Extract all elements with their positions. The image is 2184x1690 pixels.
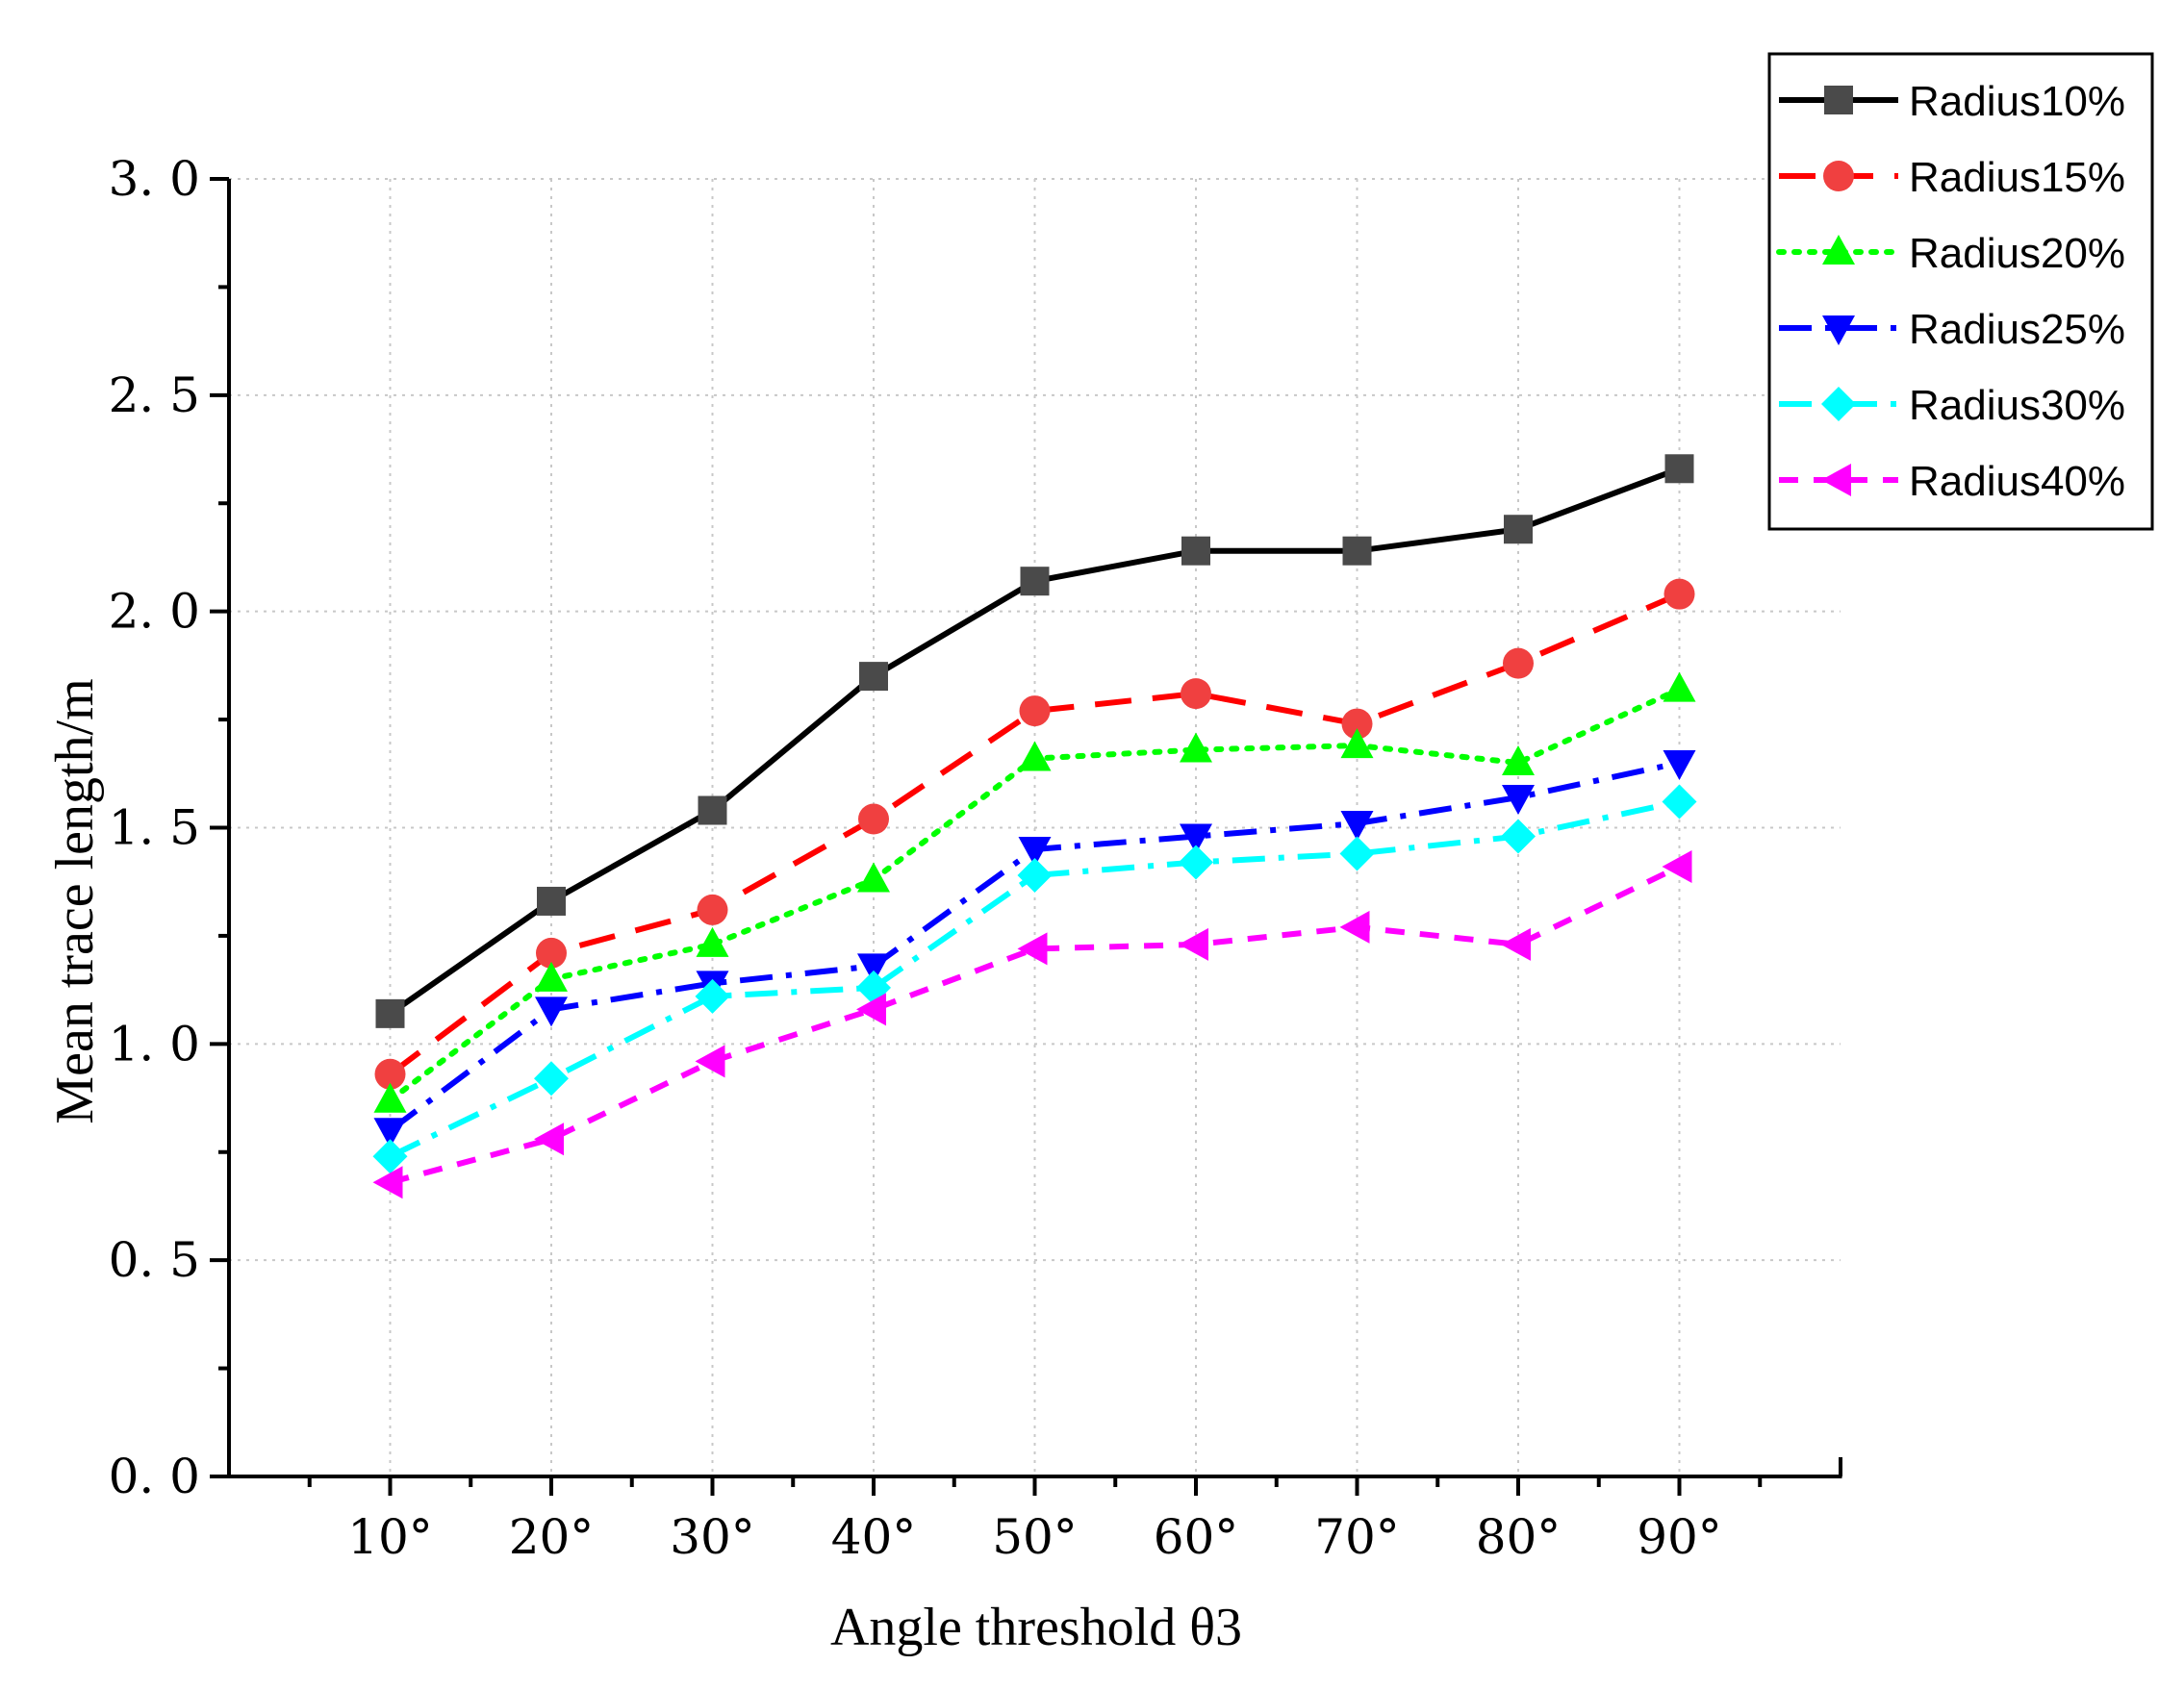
data-point xyxy=(1180,732,1212,763)
data-point xyxy=(859,662,888,692)
data-point xyxy=(1341,708,1373,740)
data-point xyxy=(856,993,886,1026)
data-point xyxy=(1501,927,1531,961)
series-line xyxy=(388,591,1681,1077)
data-point xyxy=(858,803,889,835)
x-tick-label: 40° xyxy=(831,1509,917,1565)
legend-marker xyxy=(1821,387,1856,421)
data-point xyxy=(857,953,890,984)
legend-label: Radius15% xyxy=(1909,154,2125,201)
data-point xyxy=(1503,647,1534,679)
x-tick-label: 70° xyxy=(1314,1509,1400,1565)
data-point xyxy=(534,1061,569,1097)
data-point xyxy=(1663,578,1695,610)
data-point xyxy=(1018,836,1052,867)
grid-lines xyxy=(229,178,1841,1476)
data-point xyxy=(697,894,728,925)
y-tick-label: 0. 0 xyxy=(109,1449,200,1504)
data-point xyxy=(1181,536,1210,566)
y-tick-label: 0. 5 xyxy=(109,1232,200,1288)
data-point xyxy=(1664,454,1694,484)
data-point xyxy=(535,996,568,1027)
data-point xyxy=(373,1082,407,1113)
data-point xyxy=(1179,927,1208,961)
data-point xyxy=(1018,741,1052,771)
data-point xyxy=(1339,910,1370,944)
data-point xyxy=(1017,857,1053,893)
data-point xyxy=(536,937,567,969)
data-point xyxy=(1019,695,1051,727)
legend-label: Radius30% xyxy=(1909,382,2125,429)
series-radius25pct xyxy=(373,750,1696,1148)
series-radius10pct xyxy=(375,454,1694,1028)
y-tick-label: 1. 0 xyxy=(109,1016,200,1072)
y-axis-title: Mean trace length/m xyxy=(45,678,105,1123)
data-point xyxy=(372,1139,408,1174)
data-point xyxy=(372,1166,403,1199)
data-point xyxy=(1181,678,1211,710)
legend-label: Radius40% xyxy=(1909,458,2125,505)
data-point xyxy=(1339,836,1375,871)
legend-marker xyxy=(1823,161,1854,191)
data-point xyxy=(374,1058,406,1090)
data-point xyxy=(696,926,729,957)
data-point xyxy=(1662,784,1697,820)
y-tick-label: 3. 0 xyxy=(109,151,200,207)
x-tick-label: 80° xyxy=(1476,1509,1562,1565)
data-point xyxy=(375,998,405,1028)
legend-label: Radius20% xyxy=(1909,230,2125,277)
data-point xyxy=(1017,932,1048,966)
data-point xyxy=(1020,567,1050,596)
data-point xyxy=(695,1045,725,1078)
series-group xyxy=(372,454,1697,1199)
series-radius15pct xyxy=(374,578,1695,1090)
data-point xyxy=(695,978,730,1014)
data-point xyxy=(857,862,890,893)
legend-box xyxy=(1767,52,2154,531)
data-point xyxy=(535,961,568,992)
y-tick-label: 1. 5 xyxy=(109,800,200,856)
x-tick-label: 60° xyxy=(1154,1509,1239,1565)
legend-label: Radius25% xyxy=(1909,306,2125,353)
data-point xyxy=(534,1122,564,1156)
data-point xyxy=(373,1118,407,1148)
data-point xyxy=(1502,745,1535,776)
data-point xyxy=(1663,671,1696,702)
axes: 0. 0 0. 5 1. 0 1. 5 2. 0 2. 5 3. 0 10° 20° 30° 40°… xyxy=(109,151,1842,1565)
legend-marker xyxy=(1822,235,1855,265)
data-point xyxy=(1179,845,1213,880)
y-tick-label: 2. 0 xyxy=(109,584,200,640)
data-point xyxy=(1340,811,1374,842)
data-point xyxy=(1340,728,1374,759)
x-tick-label: 20° xyxy=(509,1509,595,1565)
data-point xyxy=(1502,785,1535,816)
data-point xyxy=(1662,849,1692,883)
legend-marker xyxy=(1821,464,1851,496)
series-line xyxy=(389,864,1681,1186)
x-tick-label: 10° xyxy=(347,1509,433,1565)
data-point xyxy=(1504,515,1533,544)
series-radius20pct xyxy=(373,671,1696,1113)
data-point xyxy=(537,886,566,916)
legend: Radius10% Radius15% Radius20% Radius25% Radi… xyxy=(1767,52,2154,531)
data-point xyxy=(1342,536,1372,566)
legend-marker xyxy=(1822,315,1855,345)
legend-label: Radius10% xyxy=(1909,78,2125,125)
data-point xyxy=(698,795,727,825)
x-tick-label: 30° xyxy=(670,1509,755,1565)
series-radius40pct xyxy=(372,849,1692,1199)
x-tick-label: 50° xyxy=(992,1509,1078,1565)
y-tick-label: 2. 5 xyxy=(109,367,200,423)
legend-marker xyxy=(1824,86,1853,114)
data-point xyxy=(1180,823,1212,854)
x-axis-title: Angle threshold θ3 xyxy=(830,1598,1242,1657)
data-point xyxy=(1501,819,1536,854)
data-point xyxy=(1663,750,1696,781)
x-tick-label: 90° xyxy=(1637,1509,1722,1565)
